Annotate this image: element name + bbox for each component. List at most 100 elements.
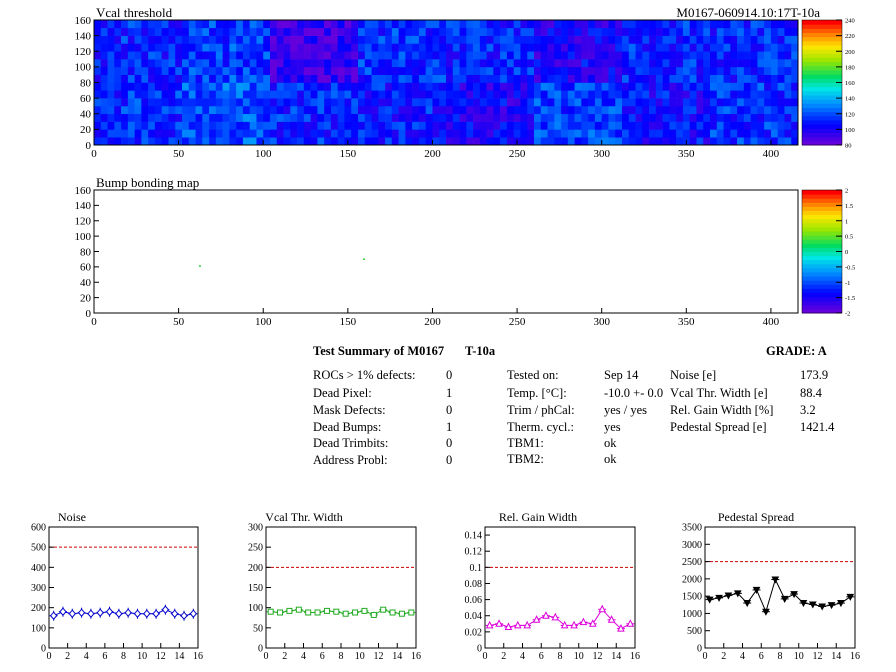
heat-cell [188,82,196,91]
heat-cell [757,74,765,83]
heat-cell [777,90,785,99]
heat-cell [554,90,562,99]
heat-cell [222,27,230,36]
palette-band [802,226,842,232]
heat-cell [601,98,609,107]
heat-cell [276,66,284,75]
heat-cell [310,66,318,75]
heat-cell [682,82,690,91]
heat-cell [506,51,514,60]
heat-cell [229,137,237,146]
heat-cell [276,20,284,29]
heat-cell [161,121,169,130]
palette-band [802,74,842,79]
heat-cell [493,51,501,60]
heat-cell [737,98,745,107]
heat-cell [337,90,345,99]
heat-cell [134,98,142,107]
heat-cell [601,20,609,29]
heat-cell [276,90,284,99]
heat-cell [628,66,636,75]
heat-cell [432,129,440,138]
heat-cell [222,90,230,99]
heat-cell [297,51,305,60]
heat-cell [554,59,562,68]
palette-band [802,284,842,289]
heat-cell [513,98,521,107]
data-point [579,617,588,626]
heat-cell [324,74,332,83]
heat-cell [127,43,135,52]
heat-cell [622,20,630,29]
heat-cell [676,74,684,83]
heat-cell [642,20,650,29]
palette-tick-label: 80 [845,143,852,150]
heat-cell [195,137,203,146]
heat-cell [412,35,420,44]
heat-cell [154,35,162,44]
heat-cell [188,129,196,138]
heat-cell [649,82,657,91]
palette-band [802,198,842,203]
heat-cell [723,137,731,146]
heat-cell [209,129,217,138]
heat-cell [418,90,426,99]
heat-cell [391,98,399,107]
x-tick-label: 0 [483,651,488,662]
heat-cell [405,121,413,130]
heat-cell [385,66,393,75]
heat-cell [500,59,508,68]
heat-cell [710,51,718,60]
heat-cell [479,59,487,68]
heat-cell [310,74,318,83]
heat-cell [222,20,230,29]
heat-cell [574,98,582,107]
heat-cell [716,98,724,107]
heat-cell [439,98,447,107]
heat-cell [398,98,406,107]
heat-cell [513,105,521,115]
palette-tick-label: 160 [845,80,855,87]
heat-cell [567,59,575,68]
heat-cell [716,35,724,44]
palette-band [802,202,842,207]
heat-cell [398,105,406,115]
heat-cell [676,105,684,115]
heat-cell [236,98,244,107]
heat-cell [121,66,129,75]
heat-cell [290,43,298,52]
heat-cell [202,59,210,68]
heat-cell [276,113,284,122]
heat-cell [94,82,102,91]
heat-cell [561,20,569,29]
heat-cell [412,27,420,36]
heat-cell [567,74,575,83]
heat-cell [175,90,183,99]
heat-cell [398,74,406,83]
heat-cell [622,113,630,122]
heat-cell [479,82,487,91]
heat-cell [358,27,366,36]
y-tick-label: 100 [31,623,46,634]
data-point [180,611,188,621]
heat-cell [635,90,643,99]
heat-cell [479,51,487,60]
heat-cell [479,35,487,44]
heat-cell [561,105,569,115]
heat-cell [209,98,217,107]
data-point [523,620,531,629]
y-tick-label: 3500 [682,523,702,534]
heat-cell [561,66,569,75]
heat-cell [473,20,481,29]
heat-cell [689,105,697,115]
heat-cell [473,113,481,122]
heat-cell [581,105,589,115]
heat-cell [594,51,602,60]
heat-cell [615,113,623,122]
heat-cell [154,43,162,52]
palette-band [802,259,842,265]
heat-cell [628,113,636,122]
heat-cell [378,74,386,83]
x-tick-label: 200 [424,148,441,160]
heat-cell [608,121,616,130]
